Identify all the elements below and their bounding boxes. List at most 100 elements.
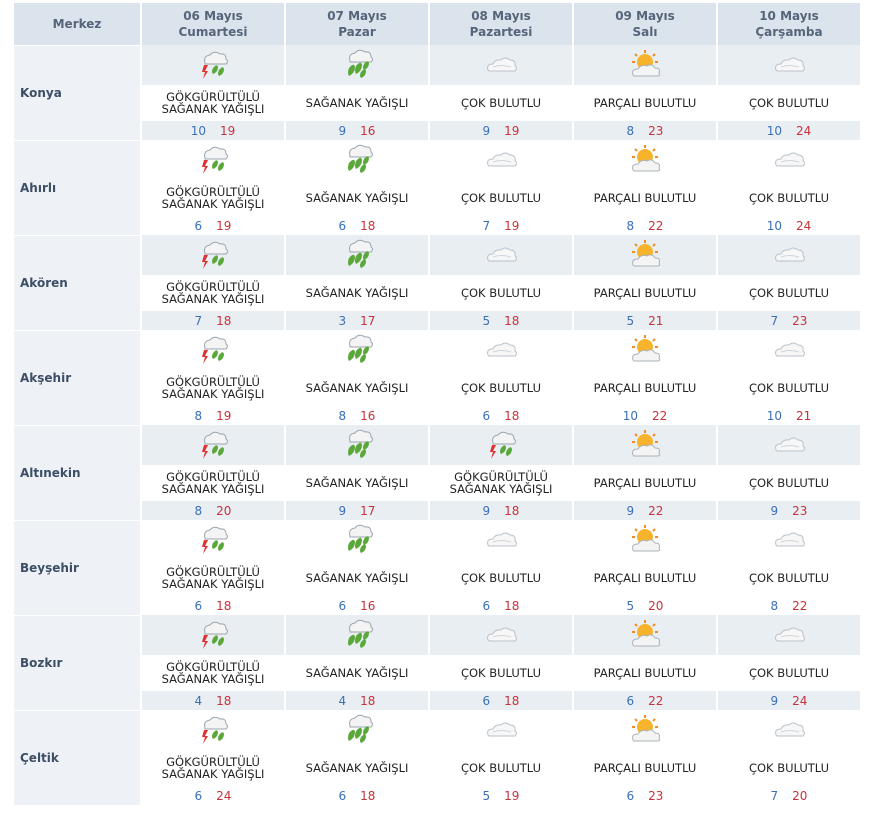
max-temperature: 23 <box>792 313 808 328</box>
weather-description: GÖKGÜRÜLTÜLÜ SAĞANAK YAĞIŞLI <box>161 660 265 686</box>
forecast-temp-row: 8 20 9 17 9 18 9 22 9 23 <box>14 501 860 520</box>
weather-description: GÖKGÜRÜLTÜLÜ SAĞANAK YAĞIŞLI <box>161 280 265 306</box>
temperature-pair: 9 18 <box>430 501 572 520</box>
min-temperature: 6 <box>194 788 203 803</box>
min-temperature: 9 <box>770 503 779 518</box>
weather-description: ÇOK BULUTLU <box>748 381 830 395</box>
weather-description: GÖKGÜRÜLTÜLÜ SAĞANAK YAĞIŞLI <box>161 185 265 211</box>
temperature-pair: 6 19 <box>142 216 284 235</box>
temperature-cell: 9 17 <box>286 501 428 520</box>
weather-description: GÖKGÜRÜLTÜLÜ SAĞANAK YAĞIŞLI <box>161 90 265 116</box>
showers-icon <box>286 615 428 655</box>
thunderstorm-icon <box>142 235 284 275</box>
forecast-body: Konya GÖKGÜRÜLTÜLÜ SAĞANAK YAĞIŞLI SAĞANAK… <box>14 45 860 805</box>
forecast-row: Bozkır <box>14 615 860 710</box>
weather-icon-cell <box>718 330 860 370</box>
max-temperature: 19 <box>504 788 520 803</box>
min-temperature: 7 <box>194 313 203 328</box>
weather-desc-cell: ÇOK BULUTLU <box>718 750 860 786</box>
forecast-row: Çeltik <box>14 710 860 805</box>
min-temperature: 10 <box>766 218 782 233</box>
weather-desc-cell: SAĞANAK YAĞIŞLI <box>286 750 428 786</box>
location-name[interactable]: Altınekin <box>14 425 140 520</box>
temperature-pair: 10 22 <box>574 406 716 425</box>
weather-description: GÖKGÜRÜLTÜLÜ SAĞANAK YAĞIŞLI <box>161 470 265 496</box>
weather-desc-cell: GÖKGÜRÜLTÜLÜ SAĞANAK YAĞIŞLI <box>142 275 284 311</box>
location-name[interactable]: Çeltik <box>14 710 140 805</box>
partly-cloudy-icon <box>574 330 716 370</box>
partly-cloudy-icon <box>574 425 716 465</box>
day-header: 07 Mayıs Pazar <box>286 3 428 45</box>
location-name[interactable]: Akören <box>14 235 140 330</box>
weather-icon-cell <box>286 330 428 370</box>
weather-desc-cell: SAĞANAK YAĞIŞLI <box>286 560 428 596</box>
max-temperature: 18 <box>216 693 232 708</box>
weather-description: ÇOK BULUTLU <box>460 191 542 205</box>
weather-icon-cell <box>718 235 860 275</box>
location-name[interactable]: Beyşehir <box>14 520 140 615</box>
temperature-pair: 6 23 <box>574 786 716 805</box>
min-temperature: 7 <box>770 788 779 803</box>
weather-description: ÇOK BULUTLU <box>460 381 542 395</box>
max-temperature: 22 <box>652 408 668 423</box>
weather-desc-cell: ÇOK BULUTLU <box>718 370 860 406</box>
min-temperature: 4 <box>338 693 347 708</box>
min-temperature: 6 <box>338 788 347 803</box>
min-temperature: 8 <box>770 598 779 613</box>
weather-description: ÇOK BULUTLU <box>748 191 830 205</box>
min-temperature: 4 <box>194 693 203 708</box>
max-temperature: 20 <box>216 503 232 518</box>
weather-icon-cell <box>574 425 716 465</box>
weather-desc-cell: ÇOK BULUTLU <box>718 275 860 311</box>
forecast-desc-row: GÖKGÜRÜLTÜLÜ SAĞANAK YAĞIŞLI SAĞANAK YAĞI… <box>14 85 860 121</box>
weather-desc-cell: GÖKGÜRÜLTÜLÜ SAĞANAK YAĞIŞLI <box>430 465 572 501</box>
min-temperature: 6 <box>338 218 347 233</box>
max-temperature: 21 <box>648 313 664 328</box>
forecast-row: Ahırlı <box>14 140 860 235</box>
min-temperature: 5 <box>626 598 635 613</box>
temperature-pair: 10 24 <box>718 216 860 235</box>
weather-icon-cell <box>718 140 860 180</box>
min-temperature: 8 <box>194 503 203 518</box>
weather-description: GÖKGÜRÜLTÜLÜ SAĞANAK YAĞIŞLI <box>161 375 265 401</box>
temperature-cell: 8 20 <box>142 501 284 520</box>
weather-icon-cell <box>430 615 572 655</box>
weather-description: SAĞANAK YAĞIŞLI <box>305 666 409 680</box>
forecast-row: Akören <box>14 235 860 330</box>
location-name[interactable]: Bozkır <box>14 615 140 710</box>
temperature-pair: 6 18 <box>286 786 428 805</box>
weather-description: GÖKGÜRÜLTÜLÜ SAĞANAK YAĞIŞLI <box>449 470 553 496</box>
weather-description: SAĞANAK YAĞIŞLI <box>305 286 409 300</box>
weather-description: SAĞANAK YAĞIŞLI <box>305 191 409 205</box>
weather-description: PARÇALI BULUTLU <box>593 286 697 300</box>
temperature-pair: 6 16 <box>286 596 428 615</box>
cloudy-icon <box>718 330 860 370</box>
forecast-desc-row: GÖKGÜRÜLTÜLÜ SAĞANAK YAĞIŞLI SAĞANAK YAĞI… <box>14 560 860 596</box>
weather-description: ÇOK BULUTLU <box>460 96 542 110</box>
weather-icon-cell <box>718 425 860 465</box>
thunderstorm-icon <box>142 520 284 560</box>
cloudy-icon <box>430 615 572 655</box>
weather-icon-cell <box>574 235 716 275</box>
thunderstorm-icon <box>430 425 572 465</box>
location-name[interactable]: Konya <box>14 45 140 140</box>
weather-icon-cell <box>574 45 716 85</box>
max-temperature: 16 <box>360 598 376 613</box>
temperature-cell: 3 17 <box>286 311 428 330</box>
forecast-desc-row: GÖKGÜRÜLTÜLÜ SAĞANAK YAĞIŞLI SAĞANAK YAĞI… <box>14 750 860 786</box>
weather-description: SAĞANAK YAĞIŞLI <box>305 96 409 110</box>
weather-desc-cell: PARÇALI BULUTLU <box>574 750 716 786</box>
location-name[interactable]: Ahırlı <box>14 140 140 235</box>
temperature-cell: 5 21 <box>574 311 716 330</box>
partly-cloudy-icon <box>574 235 716 275</box>
temperature-pair: 8 23 <box>574 121 716 140</box>
cloudy-icon <box>718 425 860 465</box>
location-name[interactable]: Akşehir <box>14 330 140 425</box>
temperature-cell: 10 22 <box>574 406 716 425</box>
weather-desc-cell: GÖKGÜRÜLTÜLÜ SAĞANAK YAĞIŞLI <box>142 465 284 501</box>
temperature-cell: 5 19 <box>430 786 572 805</box>
weather-icon-cell <box>286 235 428 275</box>
forecast-temp-row: 4 18 4 18 6 18 6 22 9 24 <box>14 691 860 710</box>
temperature-cell: 9 23 <box>718 501 860 520</box>
cloudy-icon <box>430 45 572 85</box>
